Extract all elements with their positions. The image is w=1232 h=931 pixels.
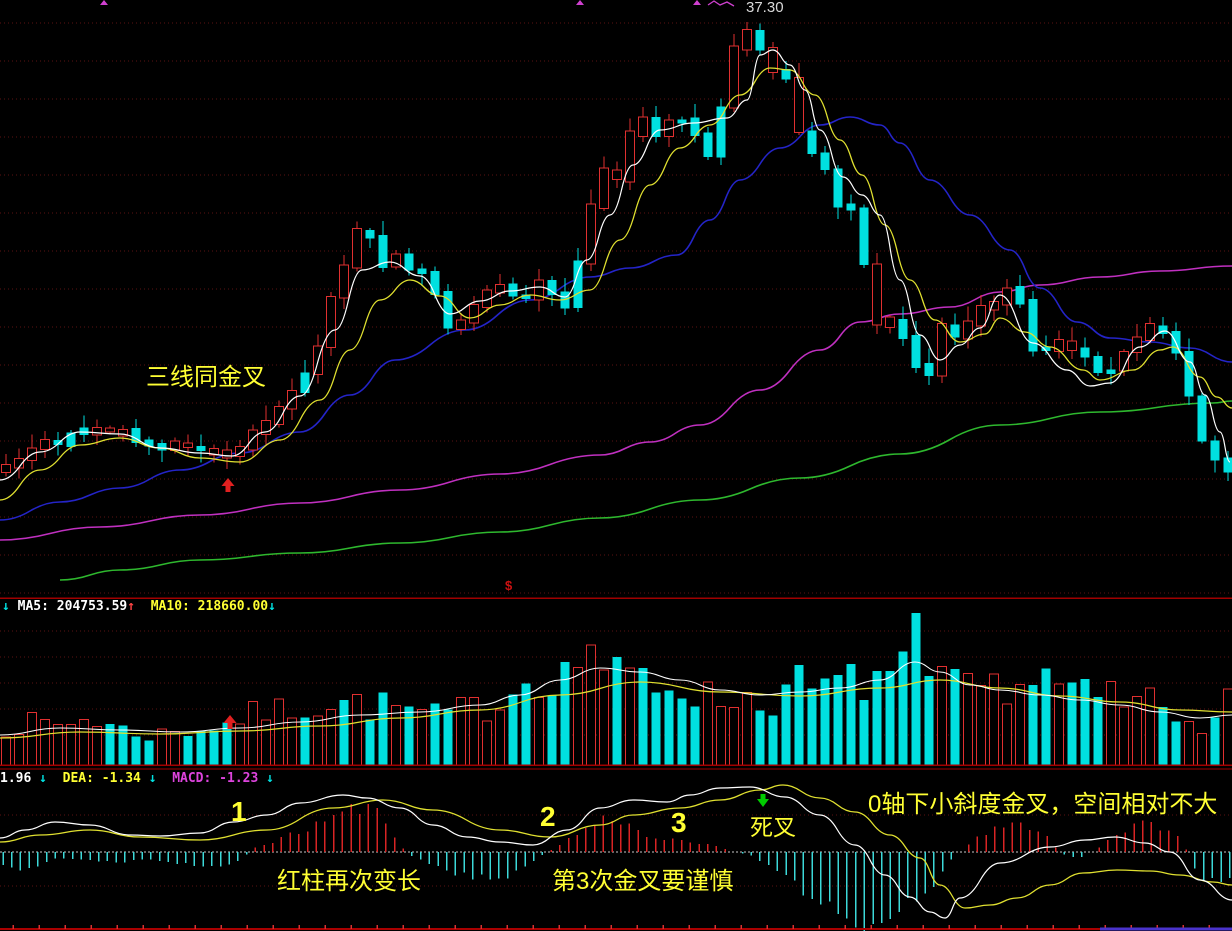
indicator-value: 1.96 (0, 771, 32, 786)
indicator-value: MACD: -1.23 (156, 771, 259, 786)
up-arrow-icon (221, 478, 235, 492)
volume-ma-lines (0, 661, 1232, 739)
candlesticks-layer (1, 21, 1232, 482)
indicator-value: MA10: 218660.00 (135, 599, 269, 614)
markers-layer (100, 0, 769, 807)
down-arrow-icon: ↓ (2, 599, 10, 614)
up-arrow-icon (223, 715, 237, 729)
down-arrow-icon (757, 794, 769, 807)
down-arrow-icon: ↓ (140, 771, 157, 786)
indicator-value: DEA: -1.34 (46, 771, 141, 786)
volume-panel-header: ↓ MA5: 204753.59↑ MA10: 218660.00↓ (2, 600, 276, 613)
macd-lines (0, 784, 1232, 919)
price-ma-lines (0, 116, 1232, 581)
indicator-value: MA5: 204753.59 (9, 599, 128, 614)
price-ma-fast-lines (0, 49, 1232, 501)
volume-bars (1, 613, 1232, 766)
down-arrow-icon: ↓ (31, 771, 47, 786)
down-arrow-icon: ↓ (268, 599, 276, 614)
price-gridlines (0, 22, 1232, 594)
macd-gridlines (0, 814, 1232, 887)
macd-histogram (2, 803, 1231, 931)
up-arrow-icon: ↑ (127, 599, 136, 614)
down-arrow-icon: ↓ (258, 771, 274, 786)
time-axis (0, 925, 1232, 931)
macd-panel-header: 1.96 ↓ DEA: -1.34 ↓ MACD: -1.23 ↓ (0, 772, 274, 785)
